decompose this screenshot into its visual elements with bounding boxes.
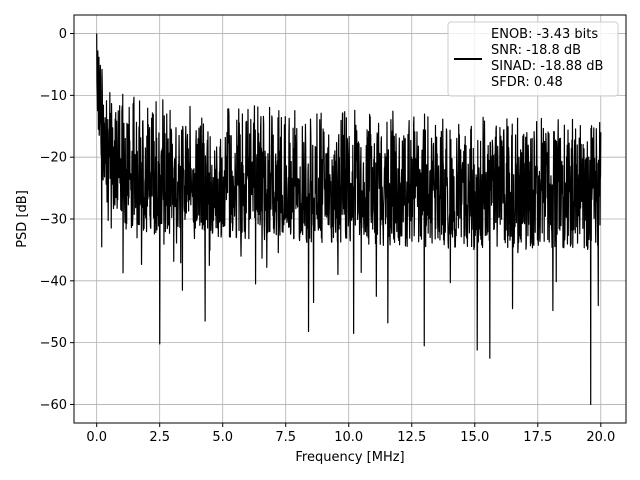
x-tick-label: 5.0: [212, 430, 233, 445]
y-tick-label: −50: [40, 336, 67, 351]
legend-line-sinad: SINAD: -18.88 dB: [491, 59, 603, 74]
legend-line-sfdr: SFDR: 0.48: [491, 75, 563, 90]
y-tick-label: −40: [40, 274, 67, 289]
x-axis-label: Frequency [MHz]: [295, 450, 404, 465]
x-tick-label: 0.0: [86, 430, 107, 445]
y-tick-label: −30: [40, 213, 67, 228]
x-tick-label: 2.5: [149, 430, 170, 445]
x-tick-label: 10.0: [334, 430, 363, 445]
plot-layer: [96, 33, 602, 406]
legend: ENOB: -3.43 bits SNR: -18.8 dB SINAD: -1…: [447, 21, 619, 97]
x-tick-label: 7.5: [275, 430, 296, 445]
y-tick-label: 0: [59, 27, 67, 42]
x-tick-label: 20.0: [586, 430, 615, 445]
legend-box: [447, 21, 619, 97]
y-axis-label: PSD [dB]: [15, 190, 30, 248]
y-tick-label: −60: [40, 398, 67, 413]
y-tick-label: −20: [40, 151, 67, 166]
psd-trace: [96, 33, 602, 406]
x-tick-label: 12.5: [397, 430, 426, 445]
x-tick-label: 15.0: [460, 430, 489, 445]
tick-layer: 0.0 2.5 5.0 7.5 10.0 12.5 15.0 17.5 20.0 0 −10 −20 −…: [40, 27, 616, 445]
y-tick-label: −10: [40, 89, 67, 104]
x-tick-label: 17.5: [523, 430, 552, 445]
legend-line-enob: ENOB: -3.43 bits: [491, 27, 598, 42]
legend-line-snr: SNR: -18.8 dB: [491, 43, 581, 58]
